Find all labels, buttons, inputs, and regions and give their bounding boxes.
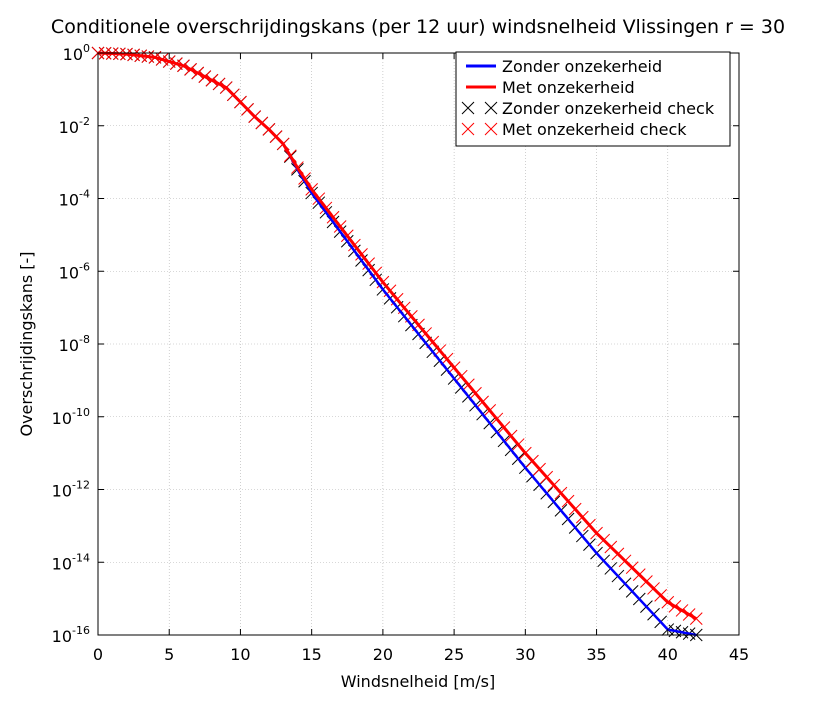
y-tick-base: 10: [59, 263, 79, 282]
x-tick-label: 10: [230, 645, 250, 664]
y-axis-label: Overschrijdingskans [-]: [17, 251, 36, 436]
legend-label: Met onzekerheid check: [502, 120, 687, 139]
y-tick-exp: -2: [79, 115, 90, 128]
y-tick-exp: -4: [79, 188, 90, 201]
legend-marker-swatch: [461, 101, 475, 115]
legend: Zonder onzekerheid Met onzekerheid Zonder …: [455, 51, 731, 147]
x-tick-label: 25: [444, 645, 464, 664]
x-tick-label: 20: [373, 645, 393, 664]
y-tick-base: 10: [52, 482, 72, 501]
y-tick-label: 10-14: [52, 551, 90, 573]
y-tick-exp: -14: [72, 551, 90, 564]
chart-title: Conditionele overschrijdingskans (per 12…: [51, 16, 785, 38]
y-tick-label: 10-6: [59, 260, 90, 282]
legend-entries: Zonder onzekerheid Met onzekerheid Zonder …: [461, 57, 715, 139]
legend-marker-swatch: [484, 122, 498, 136]
y-tick-label: 100: [63, 42, 90, 64]
legend-box: [455, 51, 731, 147]
y-tick-exp: -16: [72, 624, 90, 637]
y-tick-label: 10-2: [59, 115, 90, 137]
x-tick-label: 40: [658, 645, 678, 664]
y-tick-base: 10: [52, 554, 72, 573]
y-tick-exp: -6: [79, 260, 90, 273]
x-tick-label: 35: [586, 645, 606, 664]
legend-label: Met onzekerheid: [502, 78, 635, 97]
x-tick-label: 5: [164, 645, 174, 664]
x-tick-label: 15: [301, 645, 321, 664]
y-tick-label: 10-8: [59, 333, 90, 355]
legend-label: Zonder onzekerheid check: [502, 99, 715, 118]
y-tick-base: 10: [59, 336, 79, 355]
y-tick-label: 10-16: [52, 624, 90, 646]
y-tick-base: 10: [59, 118, 79, 137]
x-axis-label: Windsnelheid [m/s]: [341, 672, 495, 691]
legend-marker-swatch: [461, 122, 475, 136]
y-tick-base: 10: [52, 409, 72, 428]
x-tick-label: 45: [729, 645, 749, 664]
y-tick-label: 10-10: [52, 406, 90, 428]
y-tick-label: 10-4: [59, 188, 90, 210]
x-tick-label: 0: [93, 645, 103, 664]
series-layer: [91, 46, 703, 642]
legend-marker-swatch: [484, 101, 498, 115]
y-tick-exp: -12: [72, 479, 90, 492]
y-tick-exp: -10: [72, 406, 90, 419]
series-line-met: [97, 51, 698, 620]
y-tick-exp: 0: [83, 42, 90, 55]
x-tick-label: 30: [515, 645, 535, 664]
ticks: 0 5 10 15 20 25 30 35 40 4510010-210-410-610-810-…: [52, 42, 750, 664]
y-tick-base: 10: [63, 45, 83, 64]
y-tick-base: 10: [52, 627, 72, 646]
legend-label: Zonder onzekerheid: [502, 57, 662, 76]
y-tick-exp: -8: [79, 333, 90, 346]
y-tick-label: 10-12: [52, 479, 90, 501]
y-tick-base: 10: [59, 191, 79, 210]
